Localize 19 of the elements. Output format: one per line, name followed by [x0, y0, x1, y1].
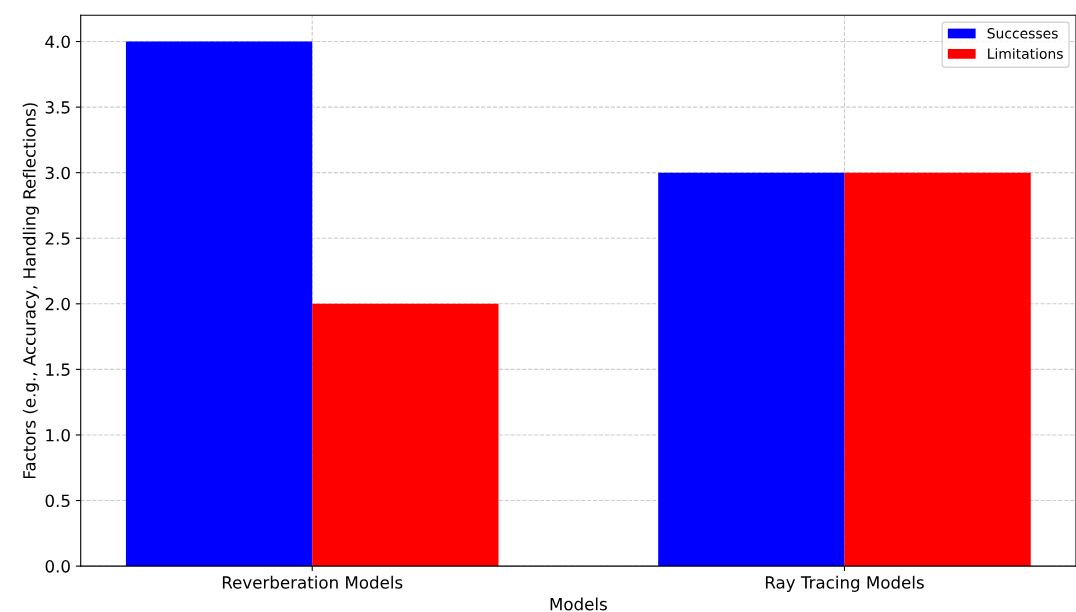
y-tick-label: 0.5	[45, 494, 70, 508]
y-tick-label: 3.5	[45, 101, 70, 114]
bar	[125, 41, 313, 567]
y-tick-label: 3.0	[45, 166, 70, 180]
x-axis-title: Models	[550, 597, 607, 611]
bar	[658, 172, 845, 567]
legend-label: Limitations	[988, 48, 1063, 59]
bar	[844, 172, 1031, 567]
y-tick-label: 2.5	[45, 232, 70, 245]
x-tick-label: Ray Tracing Models	[765, 575, 924, 592]
y-tick-label: 1.5	[46, 363, 70, 376]
y-tick-label: 0.0	[45, 560, 70, 573]
y-axis-title: Factors (e.g., Accuracy, Handling Reflections)	[22, 103, 39, 479]
y-tick-label: 1.0	[46, 428, 70, 442]
y-tick-label: 2.0	[45, 297, 70, 311]
legend-label: Successes	[987, 28, 1058, 39]
bar	[312, 303, 499, 567]
x-tick-label: Reverberation Models	[222, 575, 403, 589]
y-tick-label: 4.0	[45, 35, 70, 49]
